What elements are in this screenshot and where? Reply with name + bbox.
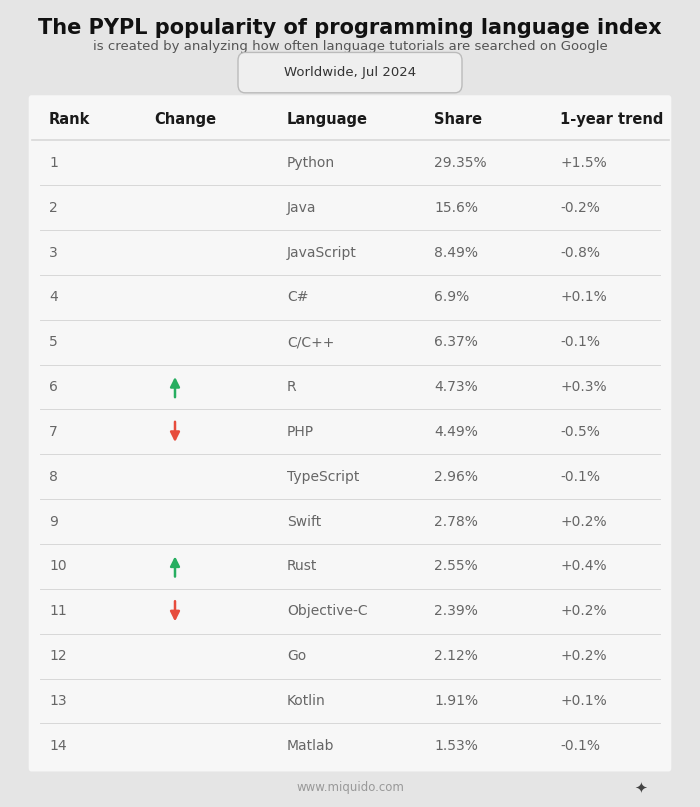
Text: -0.1%: -0.1% — [560, 739, 600, 753]
Text: +0.2%: +0.2% — [560, 515, 607, 529]
Text: Python: Python — [287, 156, 335, 169]
Text: 1.91%: 1.91% — [434, 694, 478, 708]
Text: +0.2%: +0.2% — [560, 649, 607, 663]
Text: +0.4%: +0.4% — [560, 559, 607, 574]
Text: ✦: ✦ — [634, 780, 647, 795]
Text: Kotlin: Kotlin — [287, 694, 326, 708]
Text: Matlab: Matlab — [287, 739, 335, 753]
Text: 4.73%: 4.73% — [434, 380, 477, 394]
Text: 13: 13 — [49, 694, 66, 708]
Text: 2.96%: 2.96% — [434, 470, 478, 483]
Text: 2.78%: 2.78% — [434, 515, 478, 529]
Text: 2: 2 — [49, 201, 57, 215]
Text: 9: 9 — [49, 515, 58, 529]
Text: PHP: PHP — [287, 425, 314, 439]
Text: 7: 7 — [49, 425, 57, 439]
Text: -0.1%: -0.1% — [560, 470, 600, 483]
Text: JavaScript: JavaScript — [287, 245, 357, 260]
Text: Swift: Swift — [287, 515, 321, 529]
Text: TypeScript: TypeScript — [287, 470, 359, 483]
Text: Share: Share — [434, 112, 482, 127]
Text: Rank: Rank — [49, 112, 90, 127]
Text: 15.6%: 15.6% — [434, 201, 478, 215]
Text: 11: 11 — [49, 604, 66, 618]
Text: 14: 14 — [49, 739, 66, 753]
Text: 2.55%: 2.55% — [434, 559, 477, 574]
Text: 8: 8 — [49, 470, 58, 483]
Text: 4: 4 — [49, 291, 57, 304]
Text: 5: 5 — [49, 335, 57, 349]
Text: +0.1%: +0.1% — [560, 291, 607, 304]
Text: 3: 3 — [49, 245, 57, 260]
Text: C/C++: C/C++ — [287, 335, 335, 349]
Text: 6: 6 — [49, 380, 58, 394]
FancyBboxPatch shape — [29, 95, 671, 771]
Text: 6.9%: 6.9% — [434, 291, 469, 304]
Text: www.miquido.com: www.miquido.com — [296, 781, 404, 794]
FancyBboxPatch shape — [238, 52, 462, 93]
Text: 1.53%: 1.53% — [434, 739, 478, 753]
Text: The PYPL popularity of programming language index: The PYPL popularity of programming langu… — [38, 19, 661, 38]
Text: +0.3%: +0.3% — [560, 380, 607, 394]
Text: C#: C# — [287, 291, 309, 304]
Text: 1: 1 — [49, 156, 58, 169]
Text: 2.12%: 2.12% — [434, 649, 478, 663]
Text: Objective-C: Objective-C — [287, 604, 368, 618]
Text: 4.49%: 4.49% — [434, 425, 478, 439]
Text: 6.37%: 6.37% — [434, 335, 478, 349]
Text: 2.39%: 2.39% — [434, 604, 478, 618]
Text: -0.5%: -0.5% — [560, 425, 600, 439]
Text: Change: Change — [154, 112, 216, 127]
Text: Rust: Rust — [287, 559, 317, 574]
Text: -0.2%: -0.2% — [560, 201, 600, 215]
Text: Java: Java — [287, 201, 316, 215]
Text: Go: Go — [287, 649, 307, 663]
Text: 1-year trend: 1-year trend — [560, 112, 664, 127]
Text: R: R — [287, 380, 297, 394]
Text: Language: Language — [287, 112, 368, 127]
Text: 8.49%: 8.49% — [434, 245, 478, 260]
Text: 12: 12 — [49, 649, 66, 663]
Text: 10: 10 — [49, 559, 66, 574]
Text: +0.1%: +0.1% — [560, 694, 607, 708]
Text: -0.8%: -0.8% — [560, 245, 600, 260]
Text: Worldwide, Jul 2024: Worldwide, Jul 2024 — [284, 66, 416, 79]
Text: 29.35%: 29.35% — [434, 156, 486, 169]
Text: +0.2%: +0.2% — [560, 604, 607, 618]
Text: +1.5%: +1.5% — [560, 156, 607, 169]
Text: is created by analyzing how often language tutorials are searched on Google: is created by analyzing how often langua… — [92, 40, 608, 53]
Text: -0.1%: -0.1% — [560, 335, 600, 349]
